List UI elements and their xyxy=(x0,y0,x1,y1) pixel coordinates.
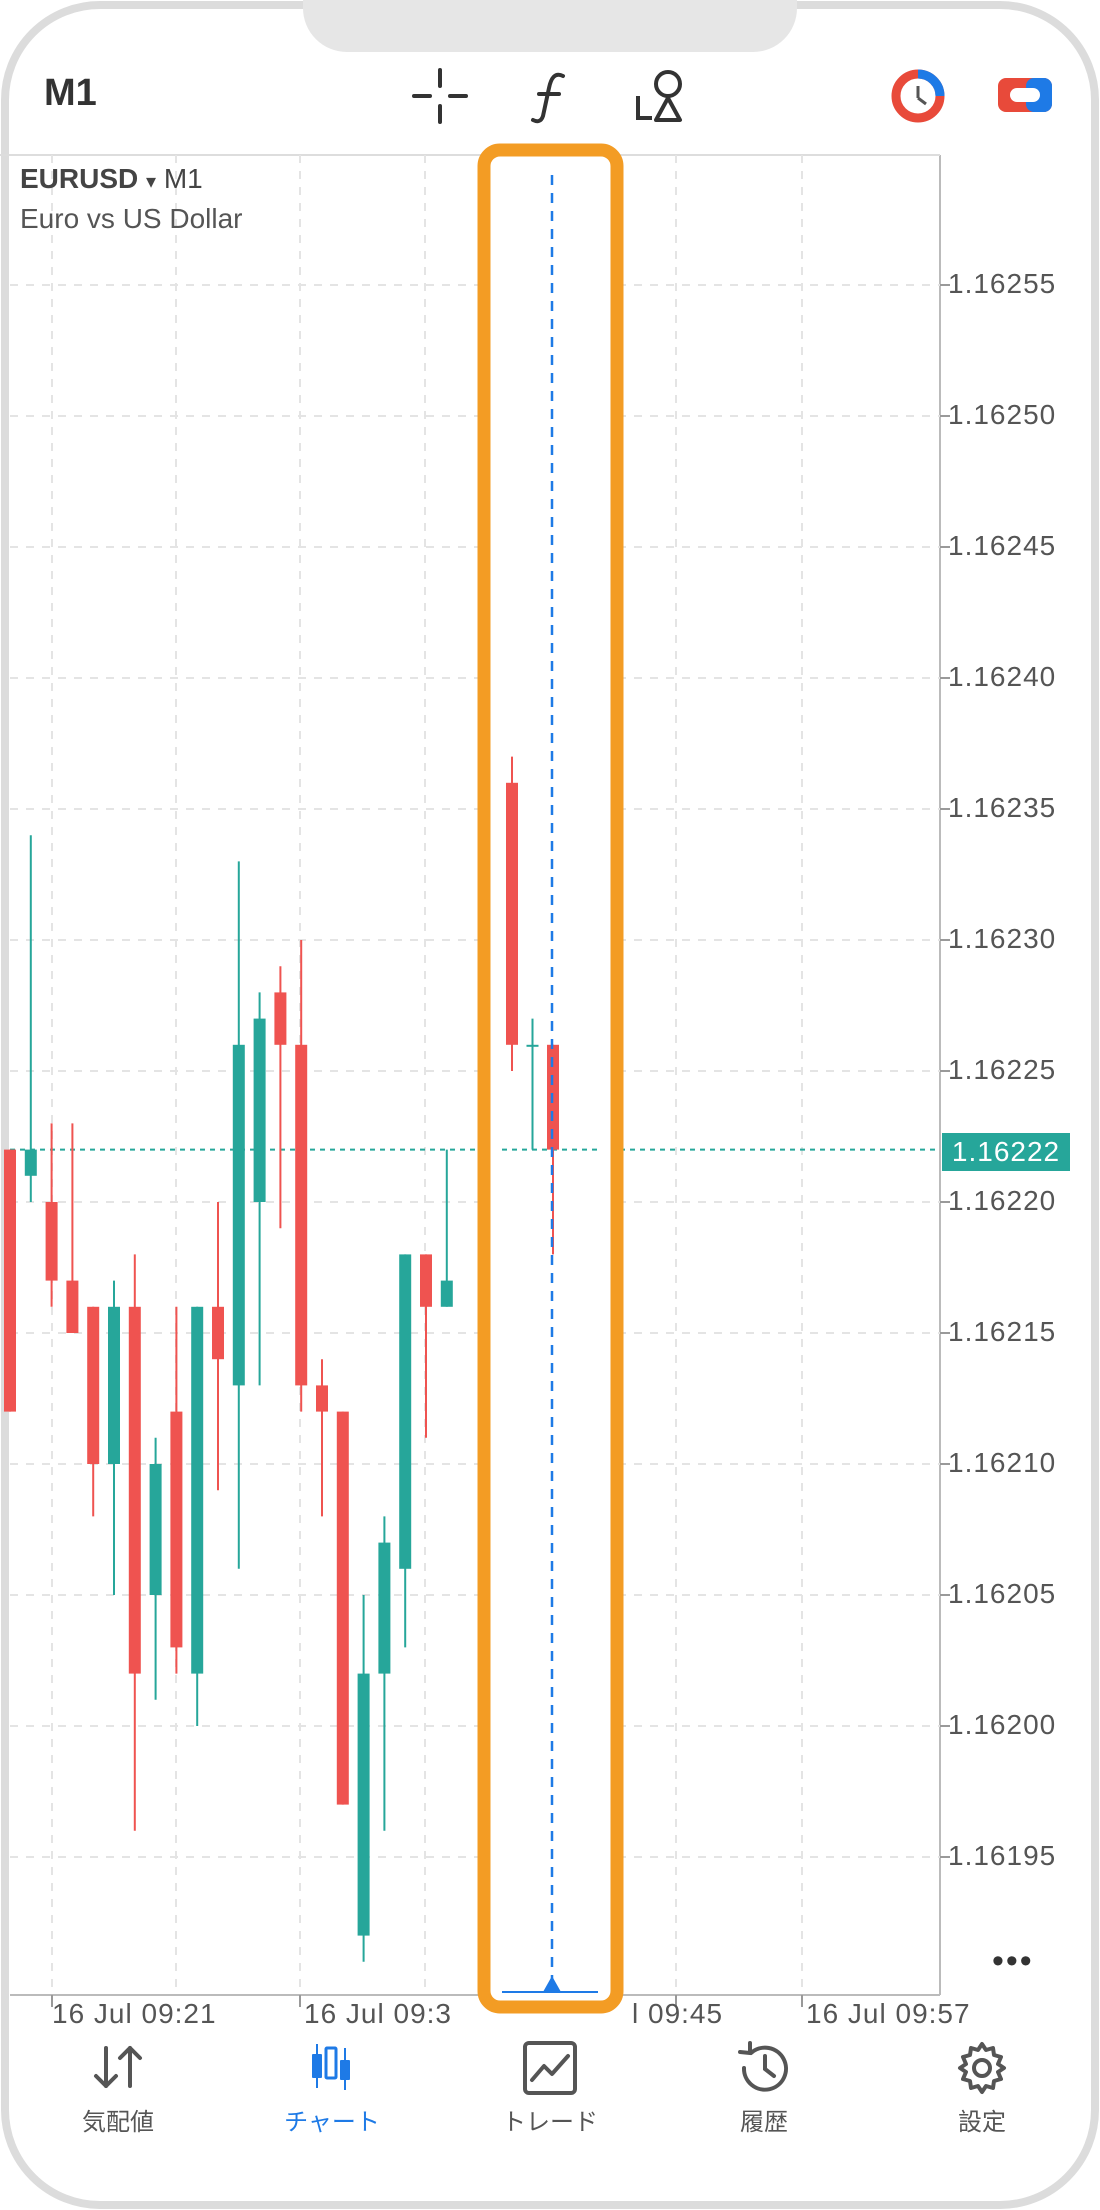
tab-label: トレード xyxy=(502,2109,598,2136)
candle-bull xyxy=(253,1018,266,1202)
candle-bear xyxy=(295,1044,308,1386)
price-tick-label: 1.16235 xyxy=(948,792,1057,823)
price-tick-label: 1.16240 xyxy=(948,661,1057,692)
notch xyxy=(303,0,797,52)
candle-bear xyxy=(316,1385,328,1412)
timeframe-selector[interactable]: M1 xyxy=(44,72,97,114)
symbol-info[interactable]: EURUSD ▾ M1 xyxy=(20,163,203,195)
candle-bear xyxy=(128,1306,141,1674)
price-tick-label: 1.16210 xyxy=(948,1447,1057,1478)
candle-bull xyxy=(24,1149,37,1176)
candle-bear xyxy=(66,1280,79,1333)
tab-history[interactable]: 履歴 xyxy=(684,2040,844,2137)
price-tick-label: 1.16250 xyxy=(948,399,1057,430)
candle-bear xyxy=(45,1202,58,1281)
current-price-label: 1.16222 xyxy=(942,1133,1070,1171)
price-tick-label: 1.16255 xyxy=(948,268,1057,299)
chart-icon xyxy=(312,2044,350,2090)
candle-bull xyxy=(440,1280,453,1307)
candle-bull xyxy=(108,1306,120,1464)
price-tick-label: 1.16225 xyxy=(948,1054,1057,1085)
candle-bear xyxy=(506,782,518,1045)
symbol-name: EURUSD xyxy=(20,163,139,194)
candle-bull xyxy=(378,1542,391,1674)
price-tick-label: 1.16195 xyxy=(948,1840,1057,1871)
candle-bear xyxy=(87,1306,100,1464)
price-tick-label: 1.16205 xyxy=(948,1578,1057,1609)
price-tick-label: 1.16215 xyxy=(948,1316,1057,1347)
price-tick-label: 1.16245 xyxy=(948,530,1057,561)
candle-bear xyxy=(212,1306,224,1360)
objects-icon[interactable] xyxy=(632,66,692,131)
vertical-line-handle xyxy=(543,1976,561,1992)
candle-bull xyxy=(191,1306,204,1674)
one-click-trading-icon[interactable] xyxy=(888,66,948,131)
candle-bear xyxy=(336,1411,349,1805)
time-tick-label: 16 Jul 09:57 xyxy=(806,1998,971,2029)
trade-icon xyxy=(523,2041,577,2095)
tab-quotes[interactable]: 気配値 xyxy=(38,2040,198,2137)
settings-icon xyxy=(958,2042,1006,2094)
history-icon xyxy=(738,2041,788,2092)
time-tick-label: 16 Jul 09:21 xyxy=(52,1998,217,2029)
candle-bear xyxy=(274,992,287,1045)
time-tick-label: 16 Jul 09:3 xyxy=(304,1998,452,2029)
tab-trade[interactable]: トレード xyxy=(470,2040,630,2137)
account-icon[interactable] xyxy=(996,66,1056,131)
tab-chart[interactable]: チャート xyxy=(252,2040,412,2137)
tab-settings[interactable]: 設定 xyxy=(902,2040,1062,2137)
candle-bull xyxy=(526,1044,539,1047)
candle-bull xyxy=(357,1673,370,1936)
price-tick-label: 1.16220 xyxy=(948,1185,1057,1216)
candle-bear xyxy=(4,1149,16,1412)
candle-bull xyxy=(399,1254,412,1569)
tab-label: 履歴 xyxy=(740,2109,788,2136)
crosshair-icon[interactable] xyxy=(410,66,470,131)
time-tick-label: l 09:45 xyxy=(632,1998,724,2029)
price-tick-label: 1.16200 xyxy=(948,1709,1057,1740)
candle-bear xyxy=(170,1411,183,1648)
function-icon[interactable] xyxy=(525,66,577,131)
more-options-button[interactable]: ••• xyxy=(992,1942,1034,1980)
candle-bull xyxy=(232,1044,245,1386)
symbol-period: M1 xyxy=(163,163,203,194)
tab-label: 気配値 xyxy=(82,2109,154,2136)
symbol-dropdown-arrow: ▾ xyxy=(146,171,157,193)
price-tick-label: 1.16230 xyxy=(948,923,1057,954)
candle-bear xyxy=(420,1254,432,1307)
candle-bull xyxy=(149,1464,162,1595)
quotes-icon xyxy=(94,2046,142,2088)
tab-label: 設定 xyxy=(958,2109,1006,2136)
symbol-description: Euro vs US Dollar xyxy=(20,203,243,234)
tab-label: チャート xyxy=(284,2109,380,2136)
